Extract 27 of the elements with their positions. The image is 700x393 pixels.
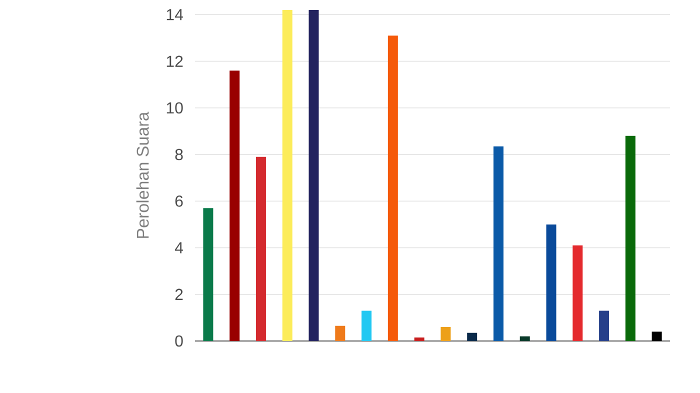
bar (546, 224, 556, 341)
y-tick-label: 8 (175, 148, 183, 160)
y-tick-label: 4 (174, 242, 183, 254)
bar (256, 156, 266, 341)
bar (282, 10, 292, 341)
y-tick-label: 12 (166, 56, 183, 67)
y-tick-label: 10 (166, 102, 183, 114)
bar (440, 327, 451, 341)
bar (335, 326, 346, 341)
bar (520, 336, 530, 341)
y-tick-label: 14 (166, 9, 183, 20)
y-tick-label: 6 (175, 195, 183, 207)
bar (388, 36, 398, 341)
y-tick-label: 0 (175, 335, 183, 347)
bar (493, 146, 504, 341)
bar (362, 310, 372, 341)
bar (652, 332, 662, 341)
y-tick-label: 2 (175, 288, 183, 300)
bar (230, 70, 240, 341)
bar (599, 310, 610, 341)
y-axis-title: Perolehan Suara (136, 112, 149, 238)
bar (308, 10, 319, 341)
bar (572, 245, 583, 341)
bar (203, 208, 214, 341)
bar (467, 332, 478, 341)
bar (414, 338, 424, 341)
bar (625, 136, 636, 341)
